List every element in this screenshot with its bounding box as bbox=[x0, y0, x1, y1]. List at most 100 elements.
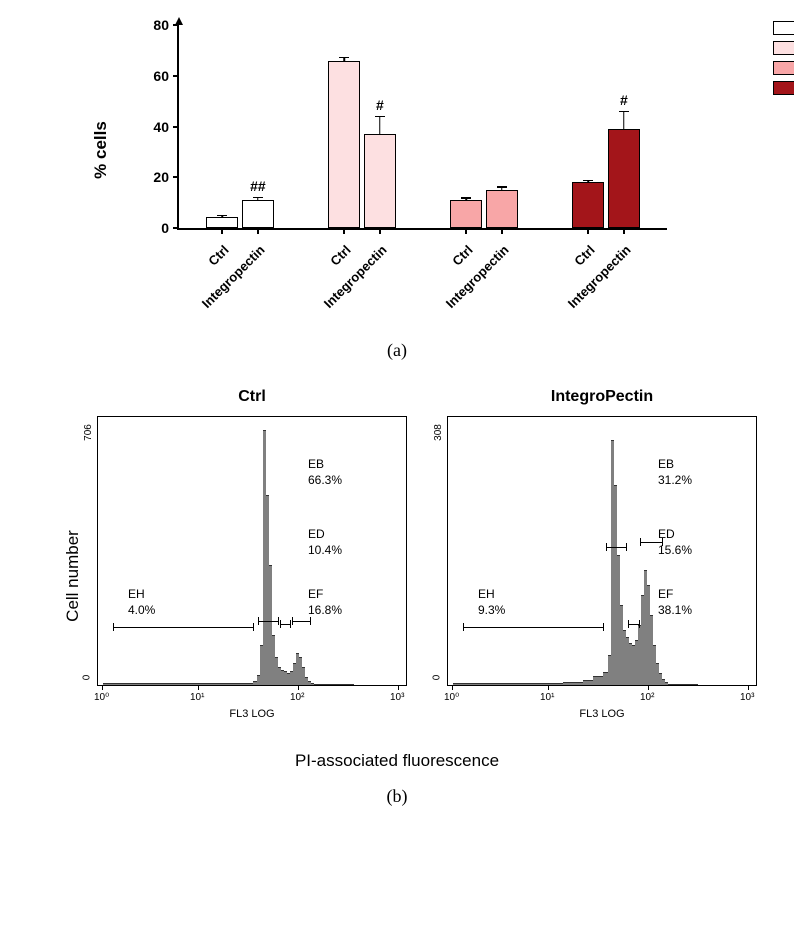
histogram-box: 706010⁰10¹10²10³FL3 LOGEH4.0%EB66.3%ED10… bbox=[97, 416, 407, 686]
panel-b-label: (b) bbox=[10, 786, 784, 807]
histogram-title: Ctrl bbox=[97, 388, 407, 406]
region-name: EH bbox=[478, 587, 495, 601]
hist-xtick-mark bbox=[298, 685, 299, 690]
hist-ymax: 308 bbox=[433, 424, 444, 441]
bar bbox=[486, 190, 518, 228]
error-cap bbox=[497, 186, 507, 188]
region-value: 16.8% bbox=[308, 603, 342, 617]
region-name: EF bbox=[308, 587, 323, 601]
gate-tick bbox=[280, 620, 281, 628]
hist-bin bbox=[563, 682, 583, 685]
bar bbox=[206, 217, 238, 228]
gate-bar bbox=[463, 627, 603, 628]
histogram-box: 308010⁰10¹10²10³FL3 LOGEH9.3%EB31.2%ED15… bbox=[447, 416, 757, 686]
hist-xtick: 10¹ bbox=[190, 692, 204, 703]
gate-bar bbox=[280, 624, 290, 625]
region-name: EB bbox=[308, 457, 324, 471]
gate-tick bbox=[290, 620, 291, 628]
gate-tick bbox=[463, 623, 464, 631]
error-cap bbox=[217, 215, 227, 217]
region-value: 66.3% bbox=[308, 473, 342, 487]
hist-xtick: 10² bbox=[290, 692, 304, 703]
gate-bar bbox=[606, 547, 626, 548]
gate-tick bbox=[628, 620, 629, 628]
x-tick-label: Integropectin bbox=[198, 242, 267, 311]
region-value: 10.4% bbox=[308, 543, 342, 557]
bar bbox=[608, 129, 640, 228]
hist-y0: 0 bbox=[431, 675, 442, 681]
hist-xtick: 10² bbox=[640, 692, 654, 703]
region-value: 15.6% bbox=[658, 543, 692, 557]
gate-tick bbox=[310, 617, 311, 625]
hist-xtick-mark bbox=[548, 685, 549, 690]
panel-b-x-axis-label: PI-associated fluorescence bbox=[17, 751, 777, 771]
x-tick-label: Ctrl bbox=[327, 242, 353, 268]
hist-bin bbox=[583, 680, 593, 685]
hist-xtick: 10⁰ bbox=[444, 692, 459, 703]
region-name: ED bbox=[308, 527, 325, 541]
y-tick-label: 20 bbox=[139, 169, 169, 185]
y-tick bbox=[173, 176, 179, 178]
legend-swatch bbox=[773, 61, 794, 75]
gate-tick bbox=[113, 623, 114, 631]
region-name: EH bbox=[128, 587, 145, 601]
legend-swatch bbox=[773, 21, 794, 35]
hist-y0: 0 bbox=[81, 675, 92, 681]
hist-xtick-mark bbox=[452, 685, 453, 690]
hist-bin bbox=[314, 684, 354, 685]
legend-item: G2/M bbox=[773, 80, 794, 96]
x-tick bbox=[379, 228, 381, 234]
hist-bin bbox=[593, 676, 603, 685]
legend-swatch bbox=[773, 41, 794, 55]
hist-xtick: 10³ bbox=[740, 692, 754, 703]
gate-tick bbox=[626, 543, 627, 551]
bar-chart-panel-a: SubG0G0/G1SG2/M % cells 020406080Ctrl##I… bbox=[117, 20, 677, 280]
legend-swatch bbox=[773, 81, 794, 95]
hist-bin bbox=[103, 683, 253, 685]
hist-bin bbox=[453, 683, 563, 685]
gate-tick bbox=[258, 617, 259, 625]
hist-xtick: 10⁰ bbox=[94, 692, 109, 703]
region-name: ED bbox=[658, 527, 675, 541]
gate-bar bbox=[292, 621, 310, 622]
gate-bar bbox=[113, 627, 253, 628]
significance-marker: # bbox=[376, 97, 384, 113]
x-tick bbox=[623, 228, 625, 234]
significance-marker: # bbox=[620, 92, 628, 108]
y-tick bbox=[173, 227, 179, 229]
hist-xtick-mark bbox=[198, 685, 199, 690]
gate-tick bbox=[603, 623, 604, 631]
x-tick bbox=[465, 228, 467, 234]
gate-tick bbox=[292, 617, 293, 625]
region-value: 31.2% bbox=[658, 473, 692, 487]
hist-bin bbox=[668, 684, 698, 685]
y-axis-label: % cells bbox=[91, 121, 111, 179]
y-tick-label: 80 bbox=[139, 17, 169, 33]
x-tick bbox=[257, 228, 259, 234]
bar bbox=[572, 182, 604, 228]
region-name: EF bbox=[658, 587, 673, 601]
hist-xtick: 10¹ bbox=[540, 692, 554, 703]
gate-tick bbox=[278, 617, 279, 625]
x-tick bbox=[343, 228, 345, 234]
x-tick bbox=[501, 228, 503, 234]
error-cap bbox=[253, 197, 263, 199]
gate-tick bbox=[606, 543, 607, 551]
bar bbox=[450, 200, 482, 228]
hist-xtick: 10³ bbox=[390, 692, 404, 703]
bar bbox=[328, 61, 360, 228]
hist-xtick-mark bbox=[748, 685, 749, 690]
plot-area: 020406080Ctrl##IntegropectinCtrl#Integro… bbox=[177, 25, 667, 230]
panel-a-label: (a) bbox=[10, 340, 784, 361]
panel-b-y-axis-label: Cell number bbox=[63, 530, 83, 622]
y-tick-label: 40 bbox=[139, 119, 169, 135]
gate-tick bbox=[253, 623, 254, 631]
x-tick bbox=[587, 228, 589, 234]
region-name: EB bbox=[658, 457, 674, 471]
x-tick-label: Integropectin bbox=[320, 242, 389, 311]
x-tick-label: Integropectin bbox=[442, 242, 511, 311]
hist-inner-xlabel: FL3 LOG bbox=[448, 708, 756, 720]
y-axis-arrow bbox=[175, 17, 183, 25]
histogram-title: IntegroPectin bbox=[447, 388, 757, 406]
error-cap bbox=[339, 57, 349, 59]
